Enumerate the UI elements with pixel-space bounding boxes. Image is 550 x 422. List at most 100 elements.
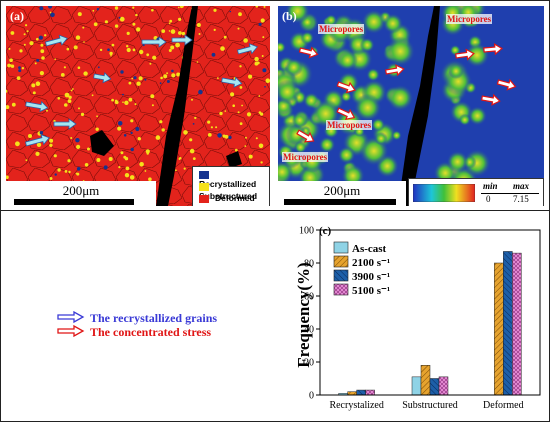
grain-dot bbox=[223, 35, 227, 39]
grain-dot bbox=[18, 69, 22, 73]
grain-dot bbox=[196, 23, 201, 27]
grain-dot bbox=[254, 61, 259, 66]
grain-dot bbox=[25, 159, 28, 162]
grain-dot bbox=[28, 134, 32, 138]
y-tick-label: 40 bbox=[304, 325, 314, 336]
grain-dot bbox=[146, 152, 149, 155]
grain-dot bbox=[260, 161, 263, 164]
grain-dot bbox=[145, 149, 150, 154]
grain-dot bbox=[119, 16, 125, 22]
grain-dot bbox=[178, 17, 182, 21]
legend-swatch bbox=[333, 283, 349, 296]
grain-dot bbox=[122, 101, 124, 103]
grain-dot bbox=[215, 126, 218, 129]
grain-dot bbox=[99, 48, 103, 52]
grain-dot bbox=[70, 89, 73, 92]
grain-dot bbox=[126, 47, 131, 53]
micropores-label-1: Micropores bbox=[318, 24, 365, 34]
grain-dot bbox=[32, 91, 36, 95]
grain-dot bbox=[96, 158, 101, 162]
panel-b-label: (b) bbox=[282, 9, 297, 23]
panel-a-ebsd-map: (a) 200μm Recrystallized Substructured D… bbox=[6, 6, 270, 206]
grain-dot bbox=[117, 126, 122, 131]
recrystallized-arrow-icon bbox=[53, 118, 77, 130]
grain-dot bbox=[31, 83, 36, 88]
grain-dot bbox=[210, 126, 213, 129]
grain-dot bbox=[46, 109, 48, 112]
grain-dot bbox=[260, 112, 264, 116]
grain-dot bbox=[258, 143, 264, 149]
grain-dot bbox=[114, 6, 119, 10]
chart-ylabel: Frequency(%) bbox=[294, 262, 313, 368]
stress-blob bbox=[464, 42, 490, 68]
grain-dot bbox=[49, 138, 54, 143]
grain-dot bbox=[175, 169, 177, 172]
bar bbox=[365, 389, 375, 396]
stress-blob bbox=[387, 84, 414, 112]
stress-blob bbox=[278, 79, 300, 105]
recrystallized-arrow-icon bbox=[44, 34, 68, 47]
grain-dot bbox=[159, 120, 163, 124]
grain-dot bbox=[40, 43, 44, 47]
grain-dot bbox=[258, 95, 261, 97]
micropores-label-2: Micropores bbox=[446, 14, 493, 24]
grain-dot bbox=[91, 94, 94, 97]
grain-dot bbox=[78, 107, 80, 110]
legend-recrystallized-grains: The recrystallized grains bbox=[90, 311, 218, 325]
grain-dot bbox=[114, 24, 119, 28]
grain-dot bbox=[23, 43, 26, 46]
grain-dot bbox=[207, 133, 212, 137]
grain-dot bbox=[211, 52, 216, 57]
x-category-label: Recrystalized bbox=[329, 400, 383, 411]
panel-a-scale-text: 200μm bbox=[62, 183, 100, 198]
grain-dot bbox=[92, 9, 95, 12]
bar bbox=[429, 378, 440, 396]
bar bbox=[438, 376, 449, 396]
grain-dot bbox=[169, 19, 173, 23]
micropores-label-3: Micropores bbox=[326, 120, 373, 130]
grain-dot bbox=[224, 110, 227, 112]
grain-dot bbox=[80, 112, 85, 117]
grain-dot bbox=[217, 133, 222, 138]
grain-dot bbox=[135, 126, 140, 132]
y-tick-label: 60 bbox=[304, 292, 314, 303]
grain-dot bbox=[36, 37, 39, 41]
recrystallized-arrow-icon bbox=[25, 100, 49, 113]
swatch-deformed bbox=[199, 194, 209, 203]
grain-dot bbox=[73, 45, 78, 50]
y-tick-label: 100 bbox=[299, 226, 314, 237]
grain-dot bbox=[36, 58, 40, 62]
colorbar-divider bbox=[481, 193, 539, 194]
grain-dot bbox=[126, 31, 130, 35]
grain-dot bbox=[124, 173, 130, 178]
grain-dot bbox=[232, 104, 235, 107]
panel-b-kam-map: (b) Micropores Micropores Micropores Mic… bbox=[278, 6, 544, 206]
stress-blob bbox=[382, 13, 403, 34]
grain-dot bbox=[57, 168, 61, 172]
grain-dot bbox=[6, 105, 10, 110]
stress-blob bbox=[448, 63, 464, 79]
grain-dot bbox=[48, 6, 53, 9]
grain-dot bbox=[125, 166, 130, 171]
grain-dot bbox=[64, 92, 70, 98]
grain-dot bbox=[262, 36, 265, 39]
grain-dot bbox=[261, 55, 264, 57]
grain-dot bbox=[26, 30, 29, 33]
stress-blob bbox=[285, 6, 310, 24]
grain-dot bbox=[83, 41, 85, 43]
plot-frame bbox=[319, 229, 541, 396]
grain-dot bbox=[135, 13, 138, 17]
grain-dot bbox=[39, 6, 44, 11]
grain-dot bbox=[35, 151, 40, 156]
grain-dot bbox=[258, 22, 262, 26]
grain-dot bbox=[10, 64, 13, 67]
grain-dot bbox=[159, 82, 162, 85]
grain-dot bbox=[54, 58, 56, 60]
grain-dot bbox=[170, 29, 176, 34]
grain-dot bbox=[77, 66, 81, 69]
grain-dot bbox=[230, 92, 235, 97]
grain-dot bbox=[265, 78, 270, 83]
grain-dot bbox=[29, 41, 34, 46]
bar bbox=[503, 251, 513, 396]
grain-dot bbox=[67, 159, 71, 163]
